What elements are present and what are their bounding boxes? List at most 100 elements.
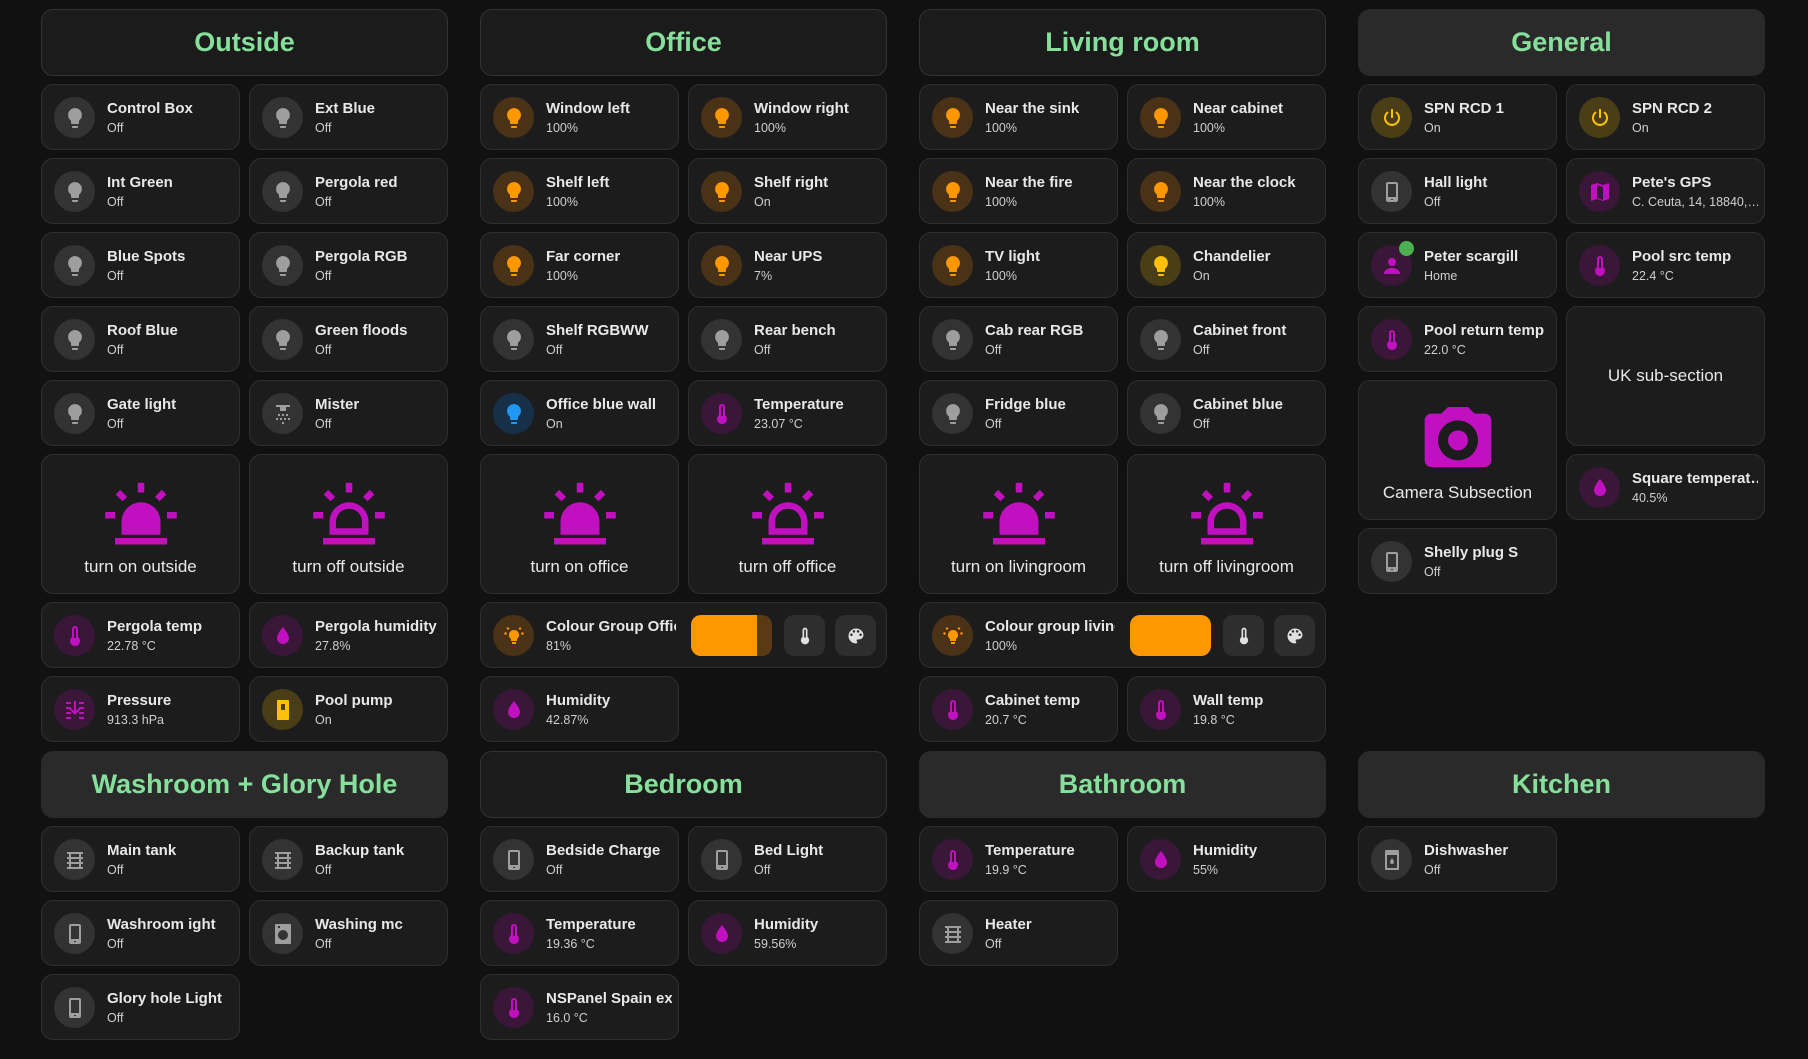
entity-tile[interactable]: Near the sink 100% [919, 84, 1118, 150]
entity-tile[interactable]: Far corner 100% [480, 232, 679, 298]
entity-tile[interactable]: Near UPS 7% [688, 232, 887, 298]
entity-tile[interactable]: Chandelier On [1127, 232, 1326, 298]
entity-tile[interactable]: Wall temp 19.8 °C [1127, 676, 1326, 742]
group-tile[interactable]: Colour Group Office 81% [480, 602, 887, 668]
entity-tile[interactable]: Pool return temp 22.0 °C [1358, 306, 1557, 372]
entity-tile[interactable]: Washroom ight Off [41, 900, 240, 966]
entity-tile[interactable]: Gate light Off [41, 380, 240, 446]
tile-name: Main tank [107, 842, 177, 859]
entity-tile[interactable]: Bedside Charge Off [480, 826, 679, 892]
entity-tile[interactable]: Hall light Off [1358, 158, 1557, 224]
entity-tile[interactable]: Shelf left 100% [480, 158, 679, 224]
entity-tile[interactable]: Shelly plug S Off [1358, 528, 1557, 594]
tile-icon [932, 319, 973, 360]
tile-name: Pergola RGB [315, 248, 408, 265]
entity-tile[interactable]: Green floods Off [249, 306, 448, 372]
brightness-slider[interactable] [691, 615, 772, 656]
tile-icon [932, 839, 973, 880]
color-button[interactable] [1274, 615, 1315, 656]
entity-tile[interactable]: Near cabinet 100% [1127, 84, 1326, 150]
entity-tile[interactable]: Temperature 19.36 °C [480, 900, 679, 966]
entity-tile[interactable]: SPN RCD 1 On [1358, 84, 1557, 150]
entity-tile[interactable]: Humidity 55% [1127, 826, 1326, 892]
tile-name: Rear bench [754, 322, 836, 339]
entity-tile[interactable]: Pete's GPS C. Ceuta, 14, 18840,… [1566, 158, 1765, 224]
entity-tile[interactable]: Pergola humidity 27.8% [249, 602, 448, 668]
color-temp-button[interactable] [784, 615, 825, 656]
tile-icon [701, 839, 742, 880]
entity-tile[interactable]: Window left 100% [480, 84, 679, 150]
entity-tile[interactable]: Shelf RGBWW Off [480, 306, 679, 372]
entity-tile[interactable]: Pool pump On [249, 676, 448, 742]
entity-tile[interactable]: Pressure 913.3 hPa [41, 676, 240, 742]
entity-tile[interactable]: Bed Light Off [688, 826, 887, 892]
entity-tile[interactable]: Humidity 42.87% [480, 676, 679, 742]
entity-tile[interactable]: Square temperat… 40.5% [1566, 454, 1765, 520]
entity-tile[interactable]: Window right 100% [688, 84, 887, 150]
button-card[interactable]: turn off outside [249, 454, 448, 594]
color-temp-button[interactable] [1223, 615, 1264, 656]
entity-tile[interactable]: Temperature 23.07 °C [688, 380, 887, 446]
entity-tile[interactable]: Pergola temp 22.78 °C [41, 602, 240, 668]
tile-state: 81% [546, 639, 572, 653]
tile-icon [1140, 393, 1181, 434]
entity-tile[interactable]: SPN RCD 2 On [1566, 84, 1765, 150]
entity-tile[interactable]: Roof Blue Off [41, 306, 240, 372]
button-card[interactable]: turn off office [688, 454, 887, 594]
icon-glyph [1287, 628, 1302, 643]
button-card[interactable]: turn on livingroom [919, 454, 1118, 594]
tile-name: Far corner [546, 248, 621, 265]
entity-tile[interactable]: Control Box Off [41, 84, 240, 150]
entity-tile[interactable]: Washing mc Off [249, 900, 448, 966]
entity-tile[interactable]: Glory hole Light Off [41, 974, 240, 1040]
entity-tile[interactable]: Cabinet front Off [1127, 306, 1326, 372]
entity-tile[interactable]: Pool src temp 22.4 °C [1566, 232, 1765, 298]
color-button[interactable] [835, 615, 876, 656]
tile-name: SPN RCD 1 [1424, 100, 1505, 117]
entity-tile[interactable]: Dishwasher Off [1358, 826, 1557, 892]
brightness-slider[interactable] [1130, 615, 1211, 656]
section: Office Window left 100% Window right 100% She… [480, 9, 887, 742]
icon-glyph [944, 925, 961, 943]
entity-tile[interactable]: Pergola RGB Off [249, 232, 448, 298]
icon-glyph [945, 403, 960, 424]
button-card[interactable]: turn on outside [41, 454, 240, 594]
group-tile[interactable]: Colour group living… 100% [919, 602, 1326, 668]
entity-tile[interactable]: Main tank Off [41, 826, 240, 892]
subsection-card[interactable]: Camera Subsection [1358, 380, 1557, 520]
tile-state: Off [315, 195, 332, 209]
icon-glyph [1153, 181, 1168, 202]
entity-tile[interactable]: Heater Off [919, 900, 1118, 966]
entity-tile[interactable]: Near the fire 100% [919, 158, 1118, 224]
entity-tile[interactable]: Cab rear RGB Off [919, 306, 1118, 372]
entity-tile[interactable]: Temperature 19.9 °C [919, 826, 1118, 892]
entity-tile[interactable]: NSPanel Spain ext 16.0 °C [480, 974, 679, 1040]
icon-glyph [67, 107, 82, 128]
entity-tile[interactable]: Backup tank Off [249, 826, 448, 892]
entity-tile[interactable]: Office blue wall On [480, 380, 679, 446]
entity-tile[interactable]: Cabinet temp 20.7 °C [919, 676, 1118, 742]
tile-name: Window right [754, 100, 849, 117]
entity-tile[interactable]: Shelf right On [688, 158, 887, 224]
entity-tile[interactable]: Near the clock 100% [1127, 158, 1326, 224]
entity-tile[interactable]: Peter scargill Home [1358, 232, 1557, 298]
icon-glyph [68, 997, 81, 1018]
subsection-card[interactable]: UK sub-section [1566, 306, 1765, 446]
entity-tile[interactable]: Fridge blue Off [919, 380, 1118, 446]
button-card[interactable]: turn on office [480, 454, 679, 594]
entity-tile[interactable]: Blue Spots Off [41, 232, 240, 298]
tile-state: 7% [754, 269, 773, 283]
entity-tile[interactable]: Int Green Off [41, 158, 240, 224]
tile-state: On [315, 713, 332, 727]
tile-state: Off [985, 343, 1002, 357]
button-card[interactable]: turn off livingroom [1127, 454, 1326, 594]
tile-name: Shelly plug S [1424, 544, 1519, 561]
entity-tile[interactable]: Humidity 59.56% [688, 900, 887, 966]
entity-tile[interactable]: Ext Blue Off [249, 84, 448, 150]
entity-tile[interactable]: Cabinet blue Off [1127, 380, 1326, 446]
entity-tile[interactable]: Pergola red Off [249, 158, 448, 224]
tile-state: Off [1193, 343, 1210, 357]
entity-tile[interactable]: TV light 100% [919, 232, 1118, 298]
entity-tile[interactable]: Mister Off [249, 380, 448, 446]
entity-tile[interactable]: Rear bench Off [688, 306, 887, 372]
